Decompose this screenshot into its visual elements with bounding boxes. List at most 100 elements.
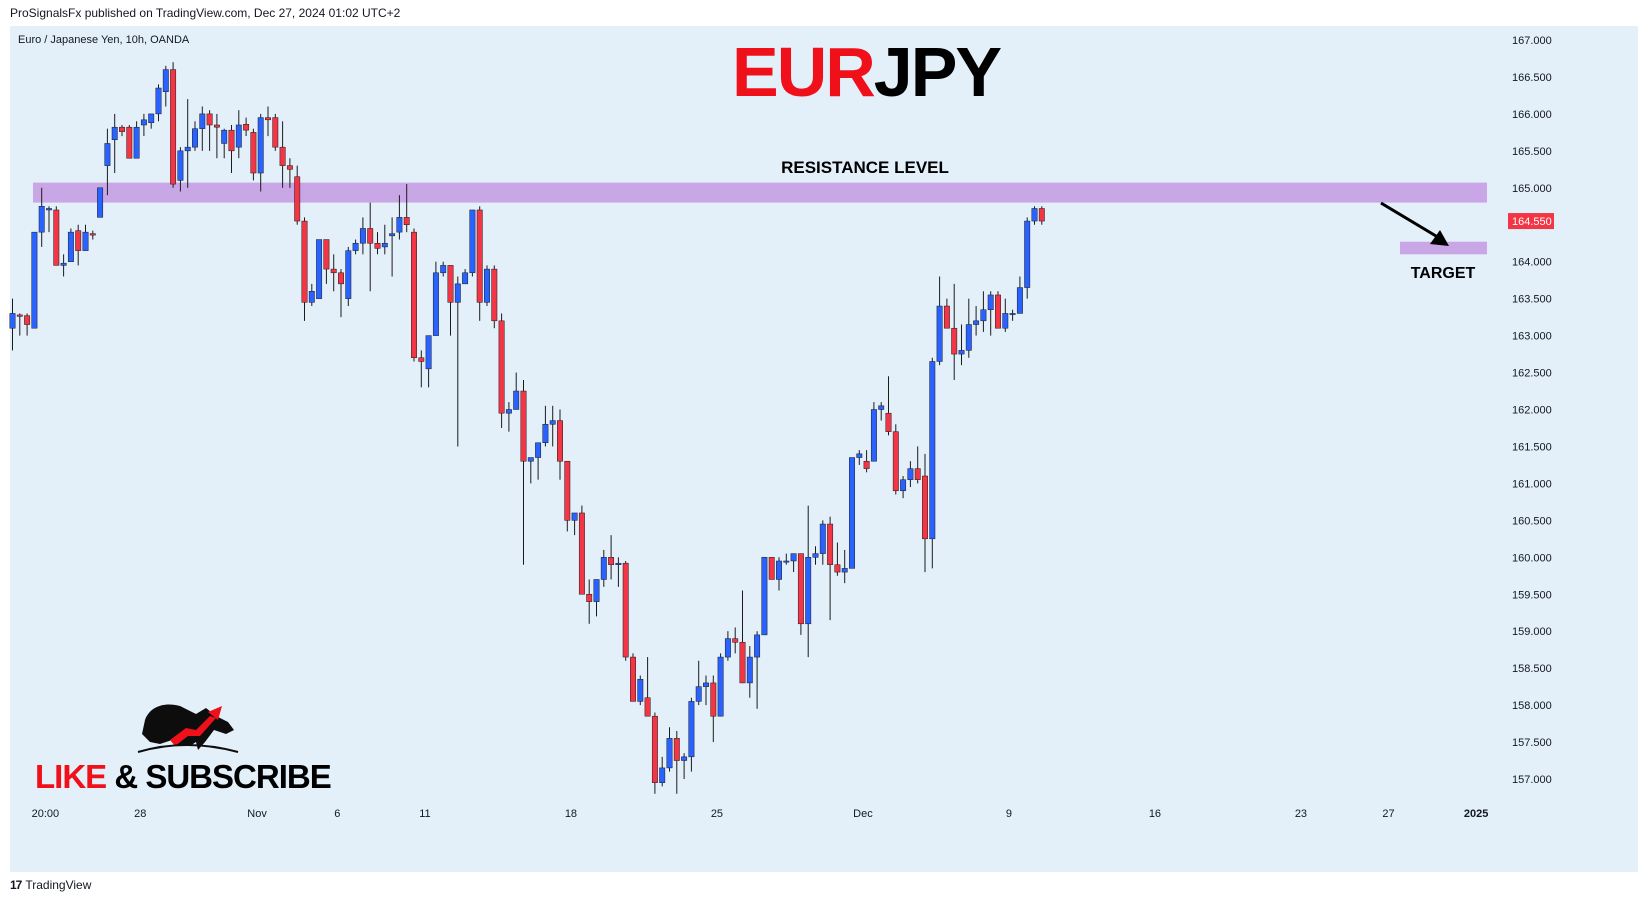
candle-body bbox=[250, 132, 257, 174]
candle bbox=[819, 520, 826, 565]
candle bbox=[440, 261, 447, 277]
candle-body bbox=[681, 756, 688, 761]
candle-body bbox=[608, 557, 615, 565]
candle bbox=[272, 113, 279, 151]
candle bbox=[206, 110, 213, 151]
candle bbox=[16, 313, 23, 336]
candle-body bbox=[272, 117, 279, 148]
price-axis[interactable]: 167.000 166.500 166.000 165.500 165.000 164.5… bbox=[1508, 35, 1554, 786]
resistance-label: RESISTANCE LEVEL bbox=[781, 158, 949, 177]
candle-body bbox=[768, 557, 775, 580]
candle bbox=[812, 546, 819, 565]
y-tick-label: 163.000 bbox=[1512, 331, 1552, 343]
candle-body bbox=[790, 553, 797, 562]
candle bbox=[367, 202, 374, 292]
candle-body bbox=[513, 390, 520, 410]
candle bbox=[673, 730, 680, 794]
subscribe-text: & SUBSCRIBE bbox=[114, 758, 330, 795]
last-price-badge bbox=[1508, 213, 1554, 230]
candle bbox=[593, 579, 600, 617]
candle-body bbox=[367, 228, 374, 244]
candle bbox=[67, 228, 74, 262]
candle bbox=[746, 645, 753, 698]
candle-body bbox=[476, 209, 483, 303]
candle-body bbox=[666, 738, 673, 769]
candle-body bbox=[929, 361, 936, 540]
candle-body bbox=[184, 146, 191, 152]
candle-body bbox=[593, 579, 600, 602]
candle bbox=[849, 457, 855, 569]
y-tick-label: 161.000 bbox=[1512, 478, 1552, 490]
candle bbox=[140, 113, 147, 137]
candle-body bbox=[1009, 313, 1016, 315]
candle-body bbox=[432, 272, 439, 336]
candle-body bbox=[724, 638, 731, 658]
candle bbox=[9, 298, 16, 351]
candle bbox=[60, 254, 67, 277]
candle-body bbox=[403, 217, 410, 226]
candle bbox=[31, 231, 38, 329]
candle bbox=[243, 117, 250, 137]
candle-body bbox=[316, 239, 323, 299]
candle bbox=[250, 128, 257, 181]
candle-body bbox=[46, 208, 52, 211]
candle bbox=[797, 553, 804, 635]
candle bbox=[338, 269, 344, 318]
candle bbox=[323, 239, 330, 284]
y-tick-label: 160.000 bbox=[1512, 552, 1552, 564]
y-tick-label: 161.500 bbox=[1512, 441, 1552, 453]
y-tick-label: 159.000 bbox=[1512, 626, 1552, 638]
candle bbox=[557, 409, 563, 480]
candle-body bbox=[878, 405, 885, 410]
candle bbox=[155, 84, 162, 122]
candle-body bbox=[381, 242, 388, 248]
y-tick-label: 157.500 bbox=[1512, 737, 1552, 749]
candle-body bbox=[396, 217, 403, 233]
candle-body bbox=[849, 457, 855, 569]
red-trend-arrow bbox=[170, 716, 216, 746]
candle-body bbox=[936, 305, 943, 362]
candle-body bbox=[1024, 220, 1031, 288]
candle-body bbox=[345, 250, 352, 299]
candle-body bbox=[67, 231, 74, 262]
candle-body bbox=[995, 294, 1001, 329]
tradingview-brand[interactable]: 17 TradingView bbox=[10, 878, 91, 892]
y-tick-label: 162.500 bbox=[1512, 368, 1552, 380]
candle-body bbox=[286, 165, 293, 170]
candle-body bbox=[53, 209, 60, 266]
candle-body bbox=[454, 283, 461, 303]
x-tick-label: 25 bbox=[711, 808, 723, 820]
candle bbox=[24, 313, 31, 336]
candle bbox=[425, 335, 432, 388]
candle-body bbox=[1038, 208, 1045, 222]
candle-body bbox=[644, 697, 651, 717]
time-axis[interactable]: 20:00 28 Nov 6 11 18 25 Dec 9 16 23 27 2025 bbox=[32, 808, 1489, 820]
candle bbox=[162, 65, 169, 107]
x-tick-label: 16 bbox=[1149, 808, 1161, 820]
candle-body bbox=[578, 512, 585, 595]
candle-body bbox=[155, 87, 162, 115]
candle bbox=[827, 516, 834, 621]
x-tick-label: Dec bbox=[853, 808, 873, 820]
candle bbox=[418, 350, 425, 388]
candle bbox=[192, 121, 198, 151]
candle bbox=[703, 675, 709, 706]
candle bbox=[1031, 206, 1038, 225]
tradingview-logo-icon: 17 bbox=[10, 878, 22, 892]
candle bbox=[316, 239, 323, 299]
candle-body bbox=[265, 117, 271, 121]
y-tick-label: 158.000 bbox=[1512, 700, 1552, 712]
candle bbox=[549, 405, 556, 447]
candles-layer bbox=[9, 62, 1045, 794]
candle-body bbox=[695, 686, 702, 702]
candle bbox=[651, 712, 658, 794]
candle-body bbox=[425, 335, 432, 370]
candle bbox=[980, 291, 987, 332]
chart-area[interactable] bbox=[10, 26, 1638, 872]
candle-body bbox=[922, 475, 928, 540]
candle-body bbox=[389, 233, 396, 237]
candle bbox=[513, 372, 520, 410]
candle-body bbox=[162, 69, 169, 92]
candle-body bbox=[140, 119, 147, 126]
